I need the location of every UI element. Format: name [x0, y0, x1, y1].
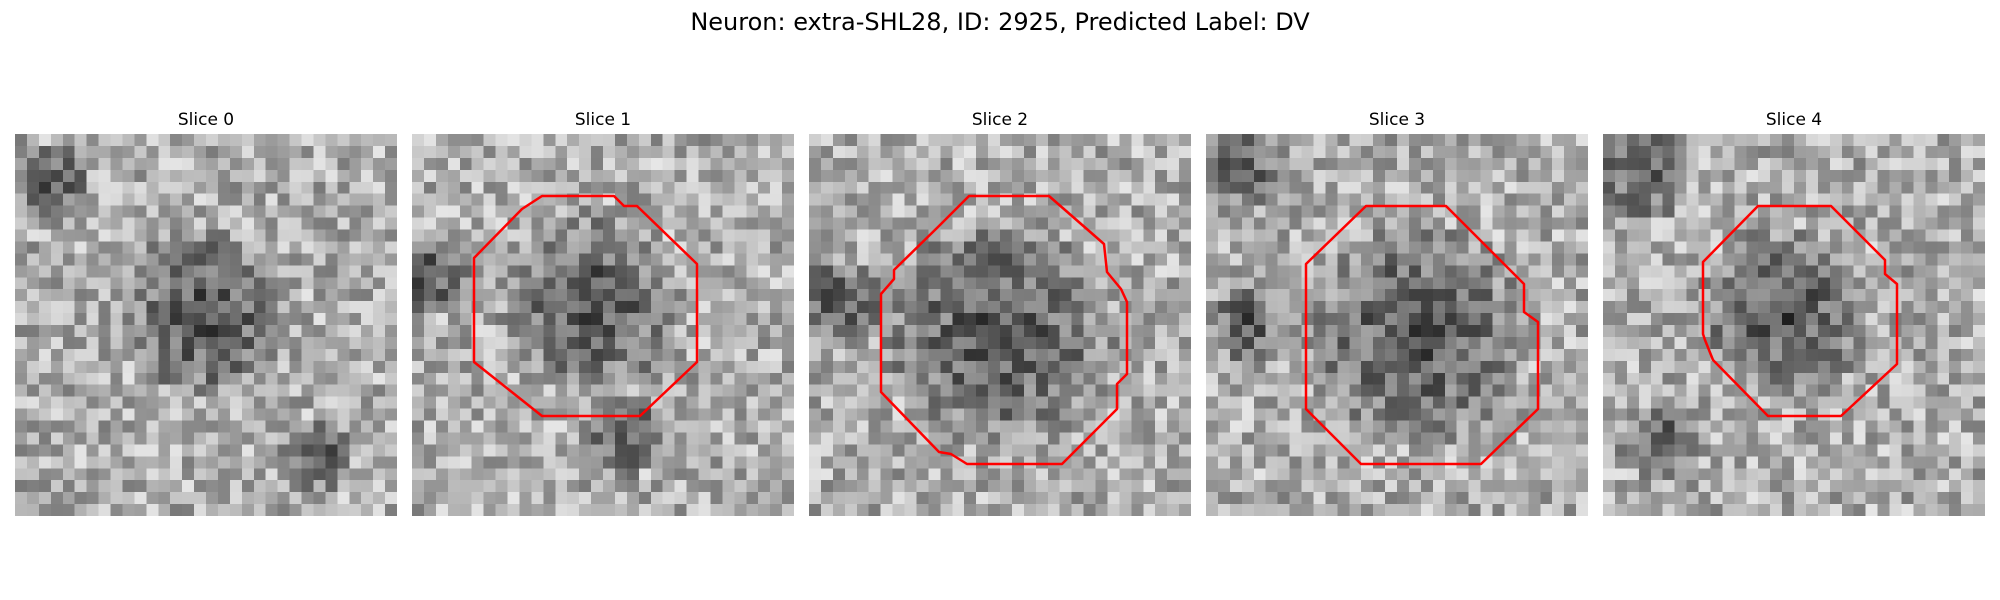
- slice-title: Slice 2: [971, 110, 1029, 130]
- slice-panel-4: Slice 4: [1603, 108, 1985, 516]
- neuron-contour: [1701, 204, 1899, 418]
- pixel-grid: [412, 134, 794, 516]
- slice-image: [15, 134, 397, 516]
- neuron-contour: [1304, 204, 1540, 466]
- pixel-grid: [15, 134, 397, 516]
- slice-title: Slice 0: [177, 110, 235, 130]
- figure-title: Neuron: extra-SHL28, ID: 2925, Predicted…: [690, 8, 1310, 36]
- slice-panel-3: Slice 3: [1206, 108, 1588, 516]
- slice-image: [1206, 134, 1588, 516]
- slice-title: Slice 1: [574, 110, 632, 130]
- slice-panel-0: Slice 0: [15, 108, 397, 516]
- neuron-contour: [879, 194, 1129, 466]
- slice-image: [809, 134, 1191, 516]
- slice-image: [412, 134, 794, 516]
- pixel-grid: [1206, 134, 1588, 516]
- neuron-contour: [472, 194, 699, 418]
- slice-image: [1603, 134, 1985, 516]
- slice-title: Slice 3: [1368, 110, 1426, 130]
- pixel-grid: [809, 134, 1191, 516]
- slice-panel-1: Slice 1: [412, 108, 794, 516]
- pixel-grid: [1603, 134, 1985, 516]
- slice-panel-2: Slice 2: [809, 108, 1191, 516]
- slice-title: Slice 4: [1765, 110, 1823, 130]
